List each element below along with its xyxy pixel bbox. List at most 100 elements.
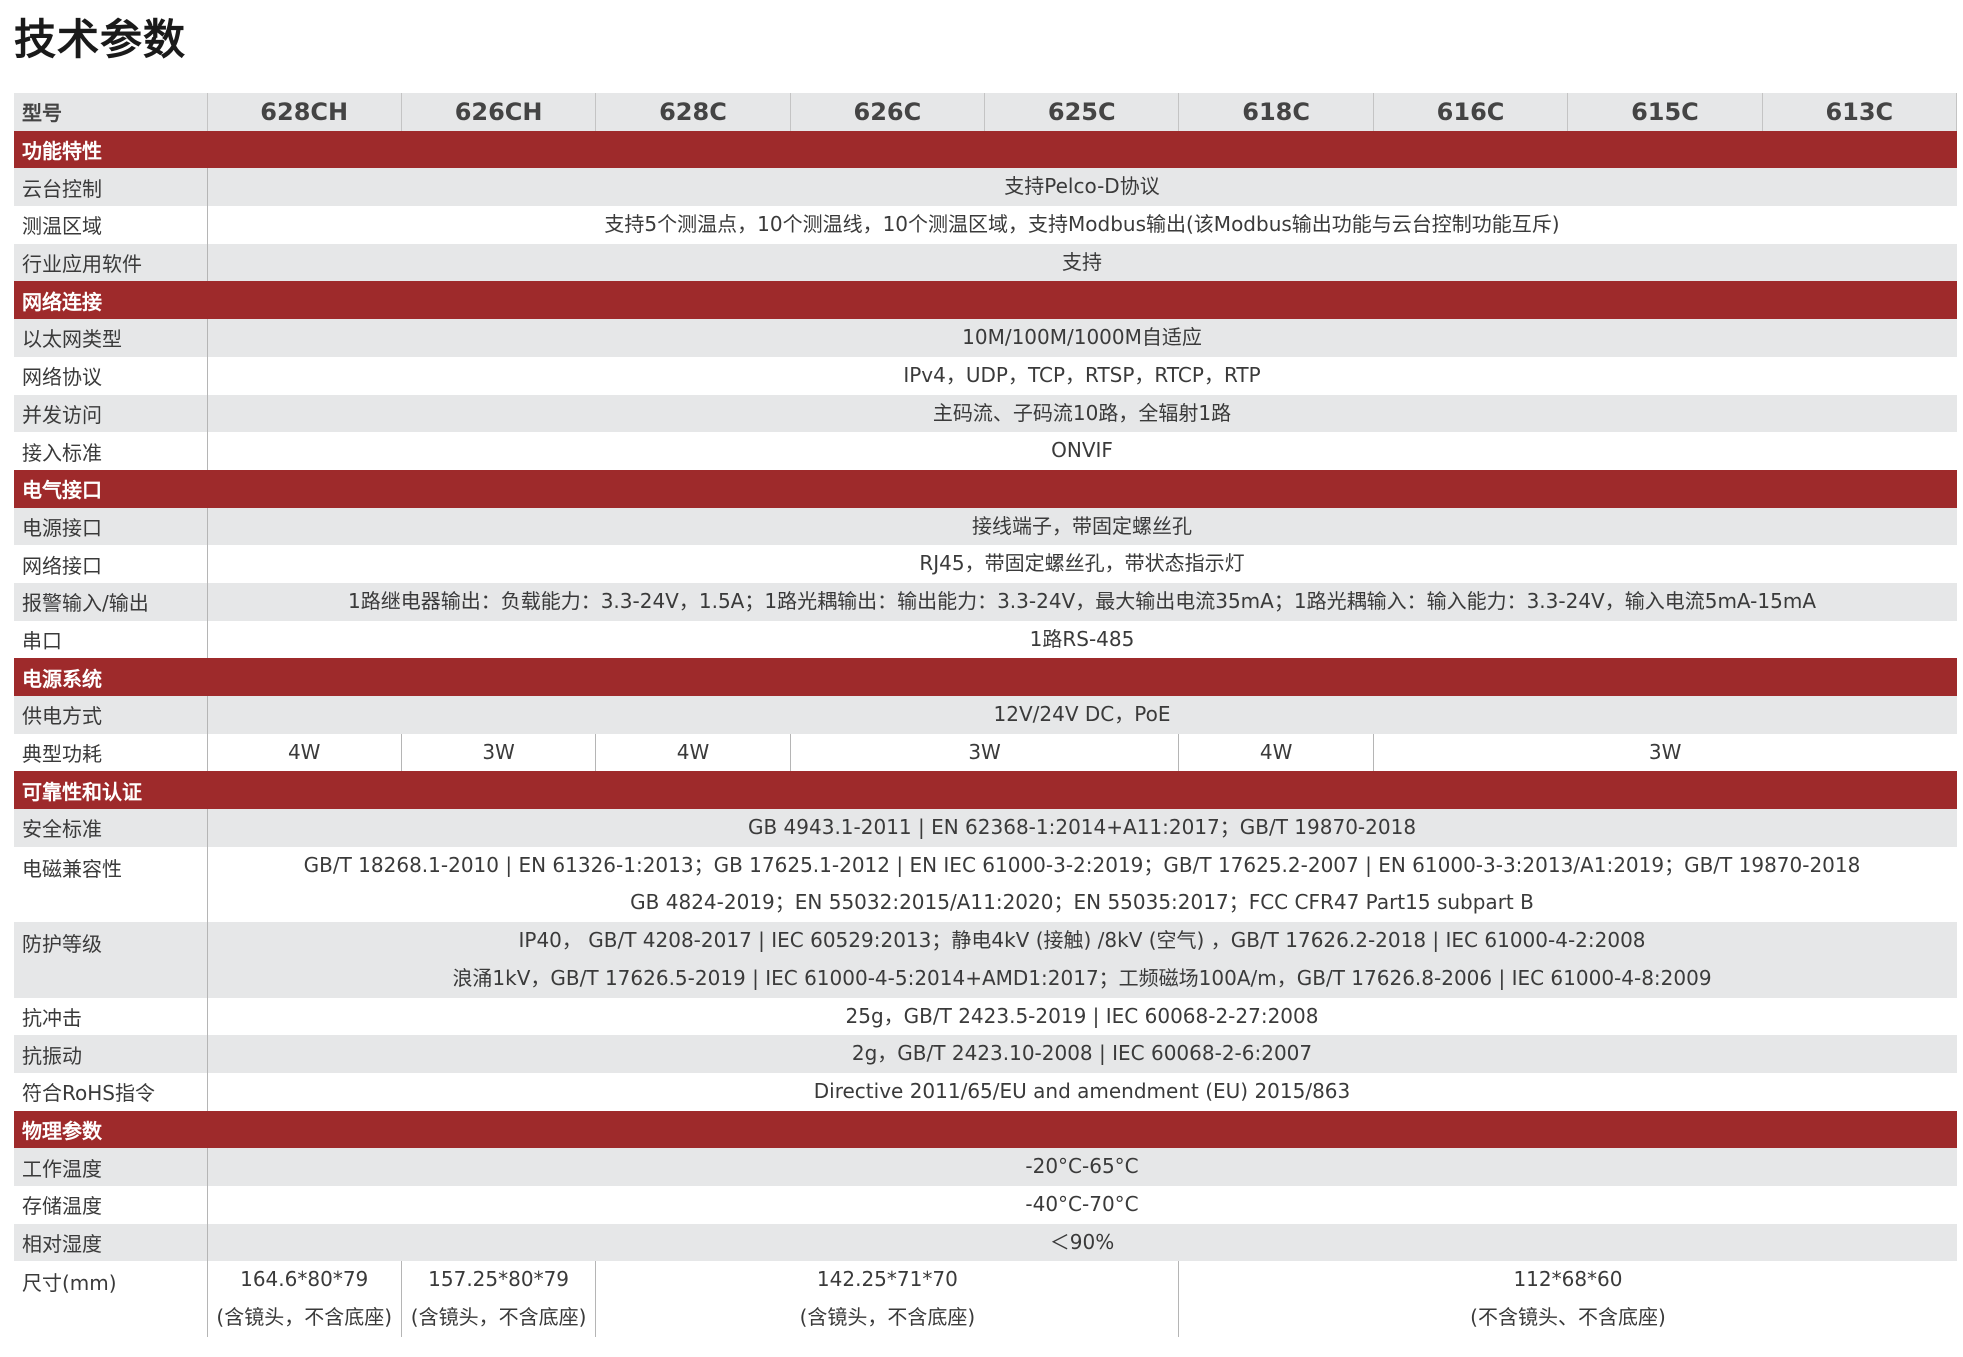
row-label: 尺寸(mm) bbox=[14, 1261, 208, 1337]
row-label: 串口 bbox=[14, 620, 208, 659]
row-value: 12V/24V DC，PoE bbox=[207, 696, 1957, 734]
value-line: GB/T 18268.1-2010 | EN 61326-1:2013；GB 1… bbox=[303, 852, 1861, 877]
table-row: 网络协议 IPv4，UDP，TCP，RTSP，RTCP，RTP bbox=[14, 356, 1957, 395]
row-label: 接入标准 bbox=[14, 432, 208, 470]
table-row: 防护等级 IP40， GB/T 4208-2017 | IEC 60529:201… bbox=[14, 922, 1957, 998]
value-line: 1路RS-485 bbox=[1029, 626, 1135, 651]
section-header: 物理参数 bbox=[14, 1110, 1957, 1149]
table-row: 测温区域 支持5个测温点，10个测温线，10个测温区域，支持Modbus输出(该M… bbox=[14, 206, 1957, 244]
value-line: 25g，GB/T 2423.5-2019 | IEC 60068-2-27:20… bbox=[845, 1003, 1319, 1028]
value-line: 10M/100M/1000M自适应 bbox=[962, 325, 1202, 350]
table-row: 抗冲击 25g，GB/T 2423.5-2019 | IEC 60068-2-27… bbox=[14, 997, 1957, 1036]
row-label: 网络协议 bbox=[14, 356, 208, 395]
table-header-row: 型号 628CH 626CH 628C 626C 625C 618C 616C 615C 613… bbox=[14, 93, 1958, 131]
value-line: RJ45，带固定螺丝孔，带状态指示灯 bbox=[919, 551, 1245, 576]
model-header-625c: 625C bbox=[984, 93, 1180, 131]
row-value: RJ45，带固定螺丝孔，带状态指示灯 bbox=[207, 545, 1957, 583]
value-line: ONVIF bbox=[1051, 438, 1113, 463]
value-line: 3W bbox=[968, 739, 1001, 764]
row-label: 以太网类型 bbox=[14, 319, 208, 357]
row-value: 112*68*60 (不含镜头、不含底座) bbox=[1178, 1261, 1957, 1337]
row-value: 142.25*71*70 (含镜头，不含底座) bbox=[595, 1261, 1179, 1337]
row-value: -20°C-65°C bbox=[207, 1148, 1957, 1186]
model-header-616c: 616C bbox=[1373, 93, 1569, 131]
value-line: GB 4943.1-2011 | EN 62368-1:2014+A11:201… bbox=[747, 815, 1417, 840]
model-header-628ch: 628CH bbox=[207, 93, 402, 131]
row-value: GB/T 18268.1-2010 | EN 61326-1:2013；GB 1… bbox=[207, 846, 1957, 923]
value-line: -40°C-70°C bbox=[1025, 1191, 1139, 1216]
header-label: 型号 bbox=[14, 93, 208, 131]
row-label: 测温区域 bbox=[14, 206, 208, 244]
table-row: 串口 1路RS-485 bbox=[14, 620, 1957, 659]
row-label: 抗振动 bbox=[14, 1035, 208, 1073]
section-header: 网络连接 bbox=[14, 281, 1957, 320]
value-line: 157.25*80*79 bbox=[428, 1267, 570, 1292]
value-line: 4W bbox=[287, 739, 321, 764]
value-line: -20°C-65°C bbox=[1025, 1154, 1139, 1179]
spec-table: 型号 628CH 626CH 628C 626C 625C 618C 616C 615C 613… bbox=[14, 93, 1958, 1337]
table-row: 接入标准 ONVIF bbox=[14, 432, 1957, 470]
value-line: Directive 2011/65/EU and amendment (EU) … bbox=[813, 1078, 1351, 1103]
row-label: 抗冲击 bbox=[14, 997, 208, 1036]
row-value: 10M/100M/1000M自适应 bbox=[207, 319, 1957, 357]
model-header-615c: 615C bbox=[1567, 93, 1763, 131]
model-header-628c: 628C bbox=[595, 93, 791, 131]
page-title: 技术参数 bbox=[14, 15, 187, 64]
row-value: GB 4943.1-2011 | EN 62368-1:2014+A11:201… bbox=[207, 809, 1957, 847]
row-value: Directive 2011/65/EU and amendment (EU) … bbox=[207, 1072, 1957, 1111]
row-value: ＜90% bbox=[207, 1223, 1957, 1262]
table-row: 典型功耗 4W 3W 4W 3W 4W 3W bbox=[14, 733, 1957, 772]
value-line: 支持Pelco-D协议 bbox=[1004, 174, 1160, 199]
table-row: 抗振动 2g，GB/T 2423.10-2008 | IEC 60068-2-6:… bbox=[14, 1035, 1957, 1073]
value-line: (不含镜头、不含底座) bbox=[1470, 1305, 1666, 1329]
row-value: 支持5个测温点，10个测温线，10个测温区域，支持Modbus输出(该Modbu… bbox=[207, 206, 1957, 244]
section-title: 可靠性和认证 bbox=[14, 771, 1957, 810]
table-row: 供电方式 12V/24V DC，PoE bbox=[14, 696, 1957, 734]
value-line: 112*68*60 bbox=[1513, 1267, 1623, 1292]
model-header-626ch: 626CH bbox=[401, 93, 597, 131]
value-line: (含镜头，不含底座) bbox=[410, 1305, 587, 1329]
table-row: 报警输入/输出 1路继电器输出：负载能力：3.3-24V，1.5A；1路光耦输出：… bbox=[14, 582, 1957, 621]
table-row: 安全标准 GB 4943.1-2011 | EN 62368-1:2014+A11… bbox=[14, 809, 1957, 847]
row-value: 25g，GB/T 2423.5-2019 | IEC 60068-2-27:20… bbox=[207, 997, 1957, 1036]
section-header: 电气接口 bbox=[14, 469, 1957, 508]
row-value: 4W bbox=[1178, 733, 1374, 772]
value-line: 12V/24V DC，PoE bbox=[993, 702, 1171, 726]
table-row: 行业应用软件 支持 bbox=[14, 243, 1957, 282]
section-title: 电气接口 bbox=[14, 469, 1957, 508]
table-row: 电源接口 接线端子，带固定螺丝孔 bbox=[14, 507, 1957, 546]
row-value: 支持 bbox=[207, 243, 1957, 282]
value-line: (含镜头，不含底座) bbox=[216, 1305, 392, 1329]
row-value: 4W bbox=[595, 733, 791, 772]
row-label: 典型功耗 bbox=[14, 733, 208, 772]
row-label: 相对湿度 bbox=[14, 1223, 208, 1262]
model-header-626c: 626C bbox=[790, 93, 986, 131]
table-row: 工作温度 -20°C-65°C bbox=[14, 1148, 1957, 1186]
row-value: 3W bbox=[789, 733, 1179, 772]
value-line: 164.6*80*79 bbox=[240, 1267, 369, 1292]
section-header: 可靠性和认证 bbox=[14, 771, 1957, 810]
table-row: 网络接口 RJ45，带固定螺丝孔，带状态指示灯 bbox=[14, 545, 1957, 583]
value-line: GB 4824-2019；EN 55032:2015/A11:2020；EN 5… bbox=[630, 890, 1534, 915]
value-line: (含镜头，不含底座) bbox=[799, 1305, 976, 1329]
value-line: 2g，GB/T 2423.10-2008 | IEC 60068-2-6:200… bbox=[851, 1041, 1313, 1066]
row-value: 3W bbox=[1372, 733, 1957, 772]
row-label: 供电方式 bbox=[14, 696, 208, 734]
table-row: 尺寸(mm) 164.6*80*79 (含镜头，不含底座) 157.25*80*79 (… bbox=[14, 1261, 1957, 1337]
row-label: 防护等级 bbox=[14, 922, 208, 998]
table-row: 相对湿度 ＜90% bbox=[14, 1223, 1957, 1262]
table-row: 符合RoHS指令 Directive 2011/65/EU and amendme… bbox=[14, 1072, 1957, 1111]
value-line: 主码流、子码流10路，全辐射1路 bbox=[932, 400, 1232, 425]
row-value: 主码流、子码流10路，全辐射1路 bbox=[207, 394, 1957, 433]
row-value: ONVIF bbox=[207, 432, 1957, 470]
row-label: 并发访问 bbox=[14, 394, 208, 433]
value-line: ＜90% bbox=[1049, 1229, 1115, 1254]
row-label: 行业应用软件 bbox=[14, 243, 208, 282]
row-value: 164.6*80*79 (含镜头，不含底座) bbox=[207, 1261, 402, 1337]
table-row: 电磁兼容性 GB/T 18268.1-2010 | EN 61326-1:2013… bbox=[14, 846, 1957, 923]
row-label: 安全标准 bbox=[14, 809, 208, 847]
row-label: 网络接口 bbox=[14, 545, 208, 583]
row-label: 存储温度 bbox=[14, 1185, 208, 1224]
section-title: 功能特性 bbox=[14, 130, 1957, 169]
section-header: 电源系统 bbox=[14, 658, 1957, 696]
